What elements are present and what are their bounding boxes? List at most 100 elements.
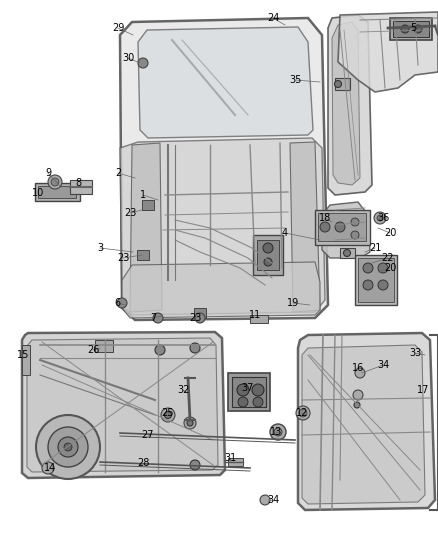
Bar	[228, 458, 243, 466]
Circle shape	[270, 424, 286, 440]
Polygon shape	[130, 143, 162, 312]
Circle shape	[355, 368, 365, 378]
Polygon shape	[138, 27, 313, 138]
Text: 32: 32	[177, 385, 189, 395]
Polygon shape	[338, 12, 438, 92]
Text: 20: 20	[384, 228, 396, 238]
Circle shape	[299, 409, 307, 417]
Bar	[250, 315, 268, 323]
Circle shape	[187, 420, 193, 426]
Text: 24: 24	[267, 13, 279, 23]
Bar	[355, 255, 397, 305]
Polygon shape	[322, 202, 370, 258]
Text: 19: 19	[287, 298, 299, 308]
Circle shape	[260, 495, 270, 505]
Circle shape	[64, 443, 72, 451]
Bar	[194, 308, 206, 318]
Text: 30: 30	[122, 53, 134, 63]
Text: 23: 23	[189, 313, 201, 323]
Circle shape	[296, 406, 310, 420]
Text: 27: 27	[142, 430, 154, 440]
Text: 17: 17	[417, 385, 429, 395]
Circle shape	[190, 460, 200, 470]
Polygon shape	[328, 15, 372, 195]
Circle shape	[343, 249, 350, 256]
Bar	[335, 78, 350, 90]
Text: 14: 14	[44, 463, 56, 473]
Bar	[228, 373, 270, 411]
Text: 20: 20	[384, 263, 396, 273]
Text: 21: 21	[369, 243, 381, 253]
Text: 5: 5	[410, 23, 416, 33]
Bar	[315, 210, 370, 245]
Circle shape	[353, 390, 363, 400]
Text: 15: 15	[17, 350, 29, 360]
Circle shape	[195, 313, 205, 323]
Text: 29: 29	[112, 23, 124, 33]
Polygon shape	[332, 22, 360, 185]
Polygon shape	[298, 333, 435, 510]
Circle shape	[274, 428, 282, 436]
Circle shape	[36, 415, 100, 479]
Bar	[95, 340, 113, 352]
Bar	[137, 250, 149, 260]
Text: 34: 34	[267, 495, 279, 505]
Text: 3: 3	[97, 243, 103, 253]
Bar	[318, 213, 366, 241]
Circle shape	[184, 417, 196, 429]
Circle shape	[58, 437, 78, 457]
Text: 25: 25	[162, 408, 174, 418]
Text: 8: 8	[75, 178, 81, 188]
Circle shape	[253, 397, 263, 407]
Text: 16: 16	[352, 363, 364, 373]
Text: 34: 34	[377, 360, 389, 370]
Circle shape	[363, 263, 373, 273]
Bar	[142, 200, 154, 210]
Circle shape	[378, 263, 388, 273]
Circle shape	[378, 280, 388, 290]
Text: 18: 18	[319, 213, 331, 223]
Circle shape	[48, 427, 88, 467]
Circle shape	[351, 218, 359, 226]
Bar	[38, 186, 76, 198]
Polygon shape	[302, 345, 425, 504]
Circle shape	[414, 25, 422, 33]
Text: 36: 36	[377, 213, 389, 223]
Circle shape	[190, 343, 200, 353]
Bar	[35, 183, 80, 201]
Circle shape	[138, 58, 148, 68]
Text: 28: 28	[137, 458, 149, 468]
Circle shape	[335, 80, 342, 87]
Polygon shape	[27, 338, 218, 472]
Text: 13: 13	[270, 427, 282, 437]
Circle shape	[153, 313, 163, 323]
Polygon shape	[122, 262, 320, 318]
Circle shape	[264, 258, 272, 266]
Text: 1: 1	[140, 190, 146, 200]
Text: 23: 23	[124, 208, 136, 218]
Circle shape	[161, 408, 175, 422]
Bar	[390, 18, 432, 40]
Polygon shape	[120, 18, 328, 320]
Text: 22: 22	[382, 253, 394, 263]
Circle shape	[252, 384, 264, 396]
Circle shape	[351, 231, 359, 239]
Text: 31: 31	[224, 453, 236, 463]
Circle shape	[374, 212, 386, 224]
Circle shape	[48, 175, 62, 189]
Circle shape	[401, 25, 409, 33]
Circle shape	[377, 215, 383, 221]
Circle shape	[155, 345, 165, 355]
Text: 23: 23	[117, 253, 129, 263]
Bar	[358, 258, 394, 302]
Polygon shape	[120, 138, 325, 315]
Circle shape	[237, 384, 249, 396]
Bar	[340, 248, 355, 258]
Polygon shape	[22, 332, 225, 478]
Text: 35: 35	[289, 75, 301, 85]
Circle shape	[51, 178, 59, 186]
Circle shape	[165, 411, 172, 418]
Text: 11: 11	[249, 310, 261, 320]
Circle shape	[117, 298, 127, 308]
Bar	[70, 180, 92, 194]
